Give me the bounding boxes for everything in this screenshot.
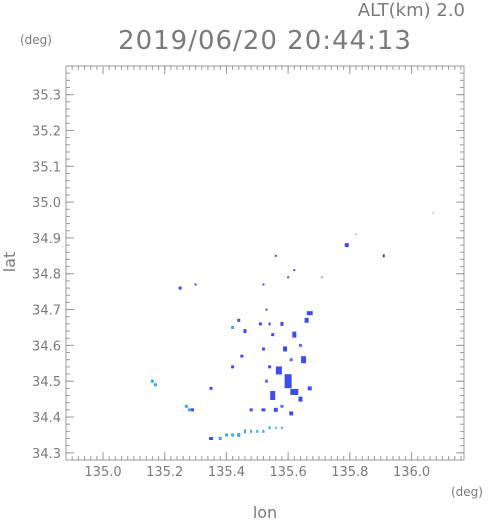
echo-point xyxy=(273,407,278,412)
echo-point xyxy=(301,356,307,364)
echo-point xyxy=(321,276,323,279)
y-tick-label: 35.0 xyxy=(32,196,61,211)
echo-point xyxy=(237,318,241,322)
y-tick-label: 35.2 xyxy=(32,124,61,139)
echo-point xyxy=(153,383,157,387)
echo-point xyxy=(150,379,154,383)
echo-point xyxy=(258,322,262,326)
echo-point xyxy=(209,386,213,390)
y-tick-label: 34.7 xyxy=(32,304,61,319)
echo-point xyxy=(231,365,235,369)
echo-point xyxy=(284,374,292,389)
echo-point xyxy=(432,212,434,214)
echo-point xyxy=(289,358,293,362)
y-tick-label: 34.4 xyxy=(32,411,61,426)
echo-point xyxy=(243,429,246,434)
plot-frame xyxy=(65,65,465,461)
echo-point xyxy=(249,408,253,412)
echo-point xyxy=(262,283,265,286)
echo-point xyxy=(304,317,309,323)
echo-point xyxy=(306,311,313,316)
echo-point xyxy=(261,408,266,412)
datetime-label: 2019/06/20 20:44:13 xyxy=(118,26,412,56)
echo-point xyxy=(265,379,269,383)
echo-point xyxy=(274,254,277,257)
x-tick-label: 135.0 xyxy=(84,465,121,480)
echo-point xyxy=(298,396,303,402)
y-tick-label: 34.9 xyxy=(32,232,61,247)
x-tick-label: 135.6 xyxy=(270,465,307,480)
y-axis-title: lat xyxy=(0,252,19,273)
y-unit-label: (deg) xyxy=(20,33,52,47)
echo-point xyxy=(271,333,275,337)
echo-point xyxy=(280,426,283,429)
echo-point xyxy=(283,346,288,352)
echo-point xyxy=(268,426,271,430)
echo-point xyxy=(307,386,312,391)
echo-point xyxy=(344,243,349,248)
echo-point xyxy=(190,408,194,412)
echo-point xyxy=(261,347,265,351)
y-tick-label: 34.3 xyxy=(32,447,61,462)
echo-point xyxy=(194,283,197,286)
y-tick-label: 34.6 xyxy=(32,339,61,354)
y-tick-label: 35.1 xyxy=(32,160,61,175)
echo-point xyxy=(290,388,299,395)
echo-point xyxy=(218,437,222,441)
axis-ticks: 135.0 135.2 135.4 135.6 135.8 136.0 34.3 34.4 34… xyxy=(32,66,464,480)
echo-point xyxy=(355,233,357,235)
x-tick-label: 135.8 xyxy=(331,465,368,480)
data-marks xyxy=(150,212,434,441)
echo-point xyxy=(250,429,253,433)
echo-point xyxy=(298,343,302,347)
echo-point xyxy=(270,391,276,401)
echo-point xyxy=(289,411,294,416)
x-tick-label: 136.0 xyxy=(393,465,430,480)
echo-point xyxy=(178,286,182,290)
echo-point xyxy=(265,308,268,311)
x-axis-title: lon xyxy=(253,503,277,521)
echo-point xyxy=(243,329,247,334)
echo-point xyxy=(224,433,228,437)
echo-point xyxy=(237,432,241,437)
x-tick-label: 135.2 xyxy=(146,465,183,480)
echo-point xyxy=(275,366,282,375)
echo-point xyxy=(280,321,284,326)
x-unit-label: (deg) xyxy=(451,485,483,499)
echo-point xyxy=(287,276,290,279)
echo-point xyxy=(256,429,259,433)
echo-point xyxy=(280,404,284,408)
echo-point xyxy=(231,433,235,437)
altitude-label: ALT(km) 2.0 xyxy=(358,0,465,21)
x-tick-label: 135.4 xyxy=(208,465,245,480)
echo-point xyxy=(268,365,272,369)
echo-point xyxy=(231,325,235,329)
y-tick-label: 34.5 xyxy=(32,375,61,390)
echo-point xyxy=(187,408,191,412)
echo-point xyxy=(292,331,297,338)
echo-point xyxy=(240,354,244,358)
echo-point xyxy=(268,322,271,326)
echo-point xyxy=(262,429,265,433)
echo-point xyxy=(293,269,296,272)
y-tick-label: 34.8 xyxy=(32,268,61,283)
y-tick-label: 35.3 xyxy=(32,89,61,104)
echo-point xyxy=(382,254,385,258)
echo-point xyxy=(209,437,214,441)
echo-point xyxy=(184,404,188,408)
echo-point xyxy=(274,426,277,429)
